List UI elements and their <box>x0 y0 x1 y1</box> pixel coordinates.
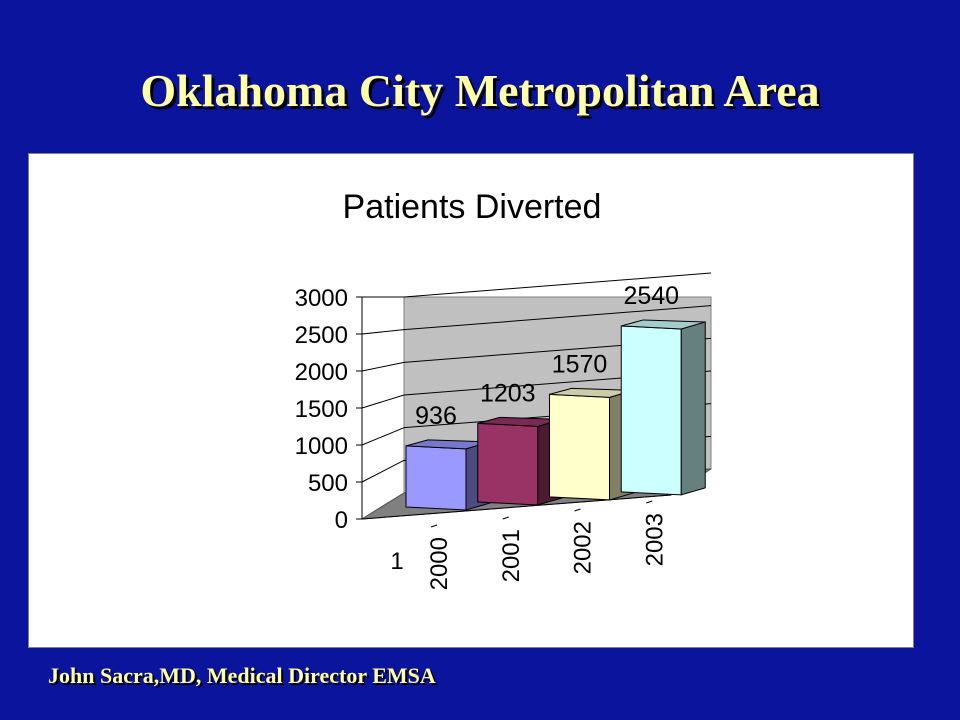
x-tick-label: 2000 <box>426 537 453 590</box>
chart-panel: Patients Diverted 0 500 1000 1500 2000 2500 30… <box>28 153 914 648</box>
data-label: 936 <box>415 402 457 430</box>
bar-front <box>405 445 467 511</box>
x-tick-mark <box>502 516 509 520</box>
y-tick-label: 500 <box>308 470 348 497</box>
bar-front <box>477 422 539 506</box>
y-tick-label: 0 <box>335 507 348 534</box>
gridline <box>403 305 712 331</box>
footer-credit: John Sacra,MD, Medical Director EMSA <box>48 663 436 688</box>
gridline-side <box>361 361 405 372</box>
x-tick-label: 2001 <box>498 529 525 582</box>
gridline-side <box>361 394 405 409</box>
gridline-side <box>361 459 405 483</box>
gridline <box>403 272 712 298</box>
bar-top <box>621 319 706 330</box>
data-label: 1203 <box>480 379 536 407</box>
bar-front <box>549 393 610 501</box>
chart-title: Patients Diverted <box>343 188 602 226</box>
bar-chart-3d: Patients Diverted 0 500 1000 1500 2000 2500 30… <box>295 188 712 590</box>
x-axis <box>361 494 672 520</box>
y-tick-label: 1000 <box>295 433 348 460</box>
x-tick-mark <box>646 500 653 504</box>
y-tick-label: 1500 <box>295 396 348 423</box>
y-tick-label: 2500 <box>295 322 348 349</box>
x-tick-mark <box>574 508 581 512</box>
gridline-side <box>361 427 405 446</box>
x-tick-mark <box>430 524 438 528</box>
slide-title: Oklahoma City Metropolitan Area <box>140 65 820 116</box>
x-tick-label: 2003 <box>641 513 668 566</box>
x-tick-label: 2002 <box>570 521 597 574</box>
data-label: 1570 <box>552 350 608 378</box>
y-tick-label: 3000 <box>295 285 348 312</box>
bar-side <box>680 321 706 496</box>
data-label: 2540 <box>623 282 679 310</box>
series-axis-label: 1 <box>390 548 403 575</box>
gridline-side <box>361 329 405 335</box>
bar-front <box>620 325 682 496</box>
y-tick-label: 2000 <box>295 359 348 386</box>
